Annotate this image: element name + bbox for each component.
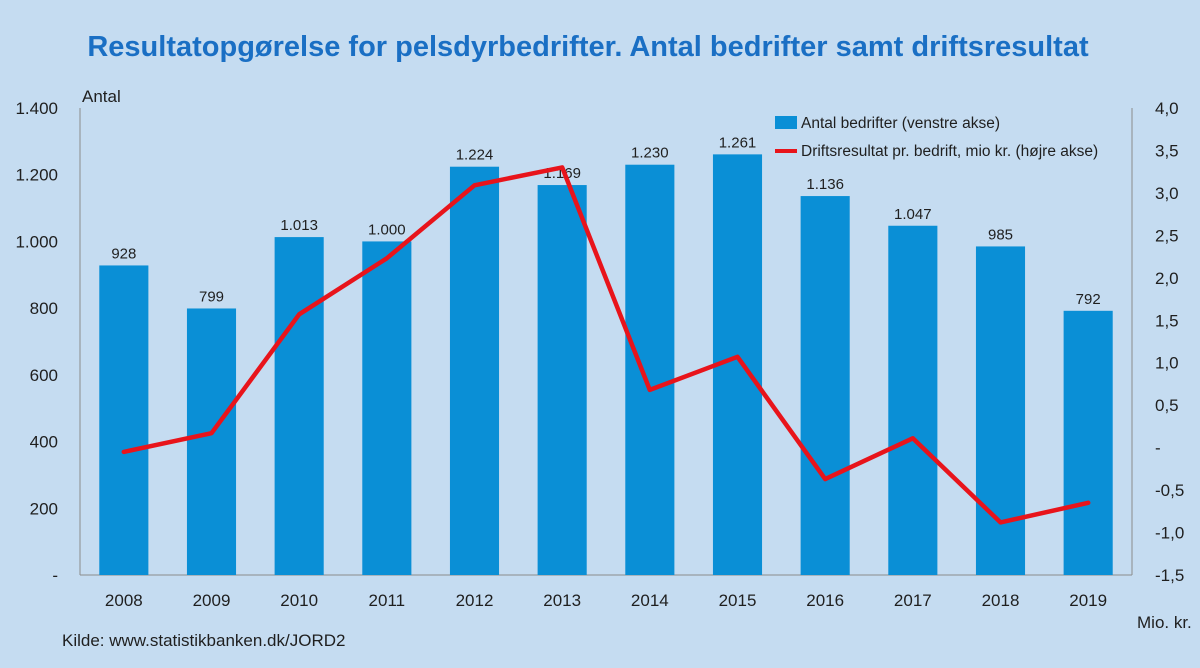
bar-label-2019: 792: [1076, 291, 1101, 308]
x-tick-2016: 2016: [806, 591, 844, 610]
y-right-tick-2: 2,0: [1155, 269, 1179, 288]
bar-label-2008: 928: [111, 245, 136, 262]
x-tick-2008: 2008: [105, 591, 143, 610]
y-left-tick-600: 600: [30, 366, 58, 385]
x-tick-2018: 2018: [982, 591, 1020, 610]
bar-series: [99, 154, 1113, 576]
x-tick-2013: 2013: [543, 591, 581, 610]
bar-label-2015: 1.261: [719, 134, 757, 151]
bar-2010: [274, 237, 324, 575]
y-right-tick--0.5: -0,5: [1155, 481, 1184, 500]
legend-label-bars: Antal bedrifter (venstre akse): [801, 115, 1000, 132]
x-tick-2019: 2019: [1069, 591, 1107, 610]
bar-2012: [449, 166, 500, 576]
bar-label-2009: 799: [199, 288, 224, 305]
legend: Antal bedrifter (venstre akse) Driftsres…: [775, 115, 1098, 160]
bar-2014: [625, 164, 675, 575]
bar-2011: [362, 241, 412, 575]
bar-2018: [975, 246, 1026, 576]
driftsresultat-line: [121, 165, 1091, 525]
x-tick-2017: 2017: [894, 591, 932, 610]
x-tick-2012: 2012: [456, 591, 494, 610]
bar-label-2014: 1.230: [631, 145, 669, 162]
y-right-tick-0: -: [1155, 439, 1161, 458]
chart-title: Resultatopgørelse for pelsdyrbedrifter. …: [87, 31, 1089, 63]
y-right-tick-labels: -1,5-1,0-0,5-0,51,01,52,02,53,03,54,0: [1155, 99, 1184, 585]
y-left-tick-800: 800: [30, 299, 58, 318]
bar-label-2017: 1.047: [894, 206, 932, 223]
y-left-tick-0: -: [52, 566, 58, 585]
y-left-tick-1200: 1.200: [15, 166, 58, 185]
bar-2008: [99, 265, 149, 575]
y-left-tick-labels: - 200 400 600 800 1.000 1.200 1.400: [15, 99, 58, 585]
y-left-tick-400: 400: [30, 433, 58, 452]
x-tick-labels: 2008 2009 2010 2011 2012 2013 2014 2015 2016 2017…: [105, 591, 1107, 610]
y-right-tick--1.5: -1,5: [1155, 566, 1184, 585]
x-tick-2011: 2011: [369, 591, 406, 610]
bar-2017: [888, 225, 938, 575]
bar-label-2012: 1.224: [456, 147, 494, 164]
x-tick-2014: 2014: [631, 591, 669, 610]
bar-2013: [537, 185, 587, 575]
y-right-tick-0.5: 0,5: [1155, 396, 1179, 415]
line-series: [121, 165, 1091, 525]
bar-2009: [186, 308, 237, 575]
y-right-tick-3: 3,0: [1155, 184, 1179, 203]
source-note: Kilde: www.statistikbanken.dk/JORD2: [62, 631, 345, 650]
y-right-tick--1: -1,0: [1155, 524, 1184, 543]
bar-label-2018: 985: [988, 226, 1013, 243]
y-right-axis-label: Mio. kr.: [1137, 613, 1192, 632]
bar-label-2010: 1.013: [280, 217, 318, 234]
y-left-tick-200: 200: [30, 499, 58, 518]
bar-label-2011: 1.000: [368, 221, 406, 238]
y-right-tick-1.5: 1,5: [1155, 311, 1179, 330]
legend-swatch-bars: [775, 116, 797, 129]
legend-label-line: Driftsresultat pr. bedrift, mio kr. (høj…: [801, 143, 1098, 160]
bar-label-2016: 1.136: [806, 176, 844, 193]
y-right-tick-1: 1,0: [1155, 354, 1179, 373]
y-left-tick-1000: 1.000: [15, 232, 58, 251]
x-tick-2015: 2015: [719, 591, 757, 610]
x-tick-2009: 2009: [193, 591, 231, 610]
y-left-axis-label: Antal: [82, 87, 121, 106]
x-tick-2010: 2010: [280, 591, 318, 610]
y-right-tick-2.5: 2,5: [1155, 226, 1179, 245]
axes: [79, 108, 1133, 576]
bar-2019: [1063, 310, 1113, 575]
y-right-tick-4: 4,0: [1155, 99, 1179, 118]
y-left-tick-1400: 1.400: [15, 99, 58, 118]
bar-2016: [800, 196, 850, 575]
y-right-tick-3.5: 3,5: [1155, 141, 1179, 160]
